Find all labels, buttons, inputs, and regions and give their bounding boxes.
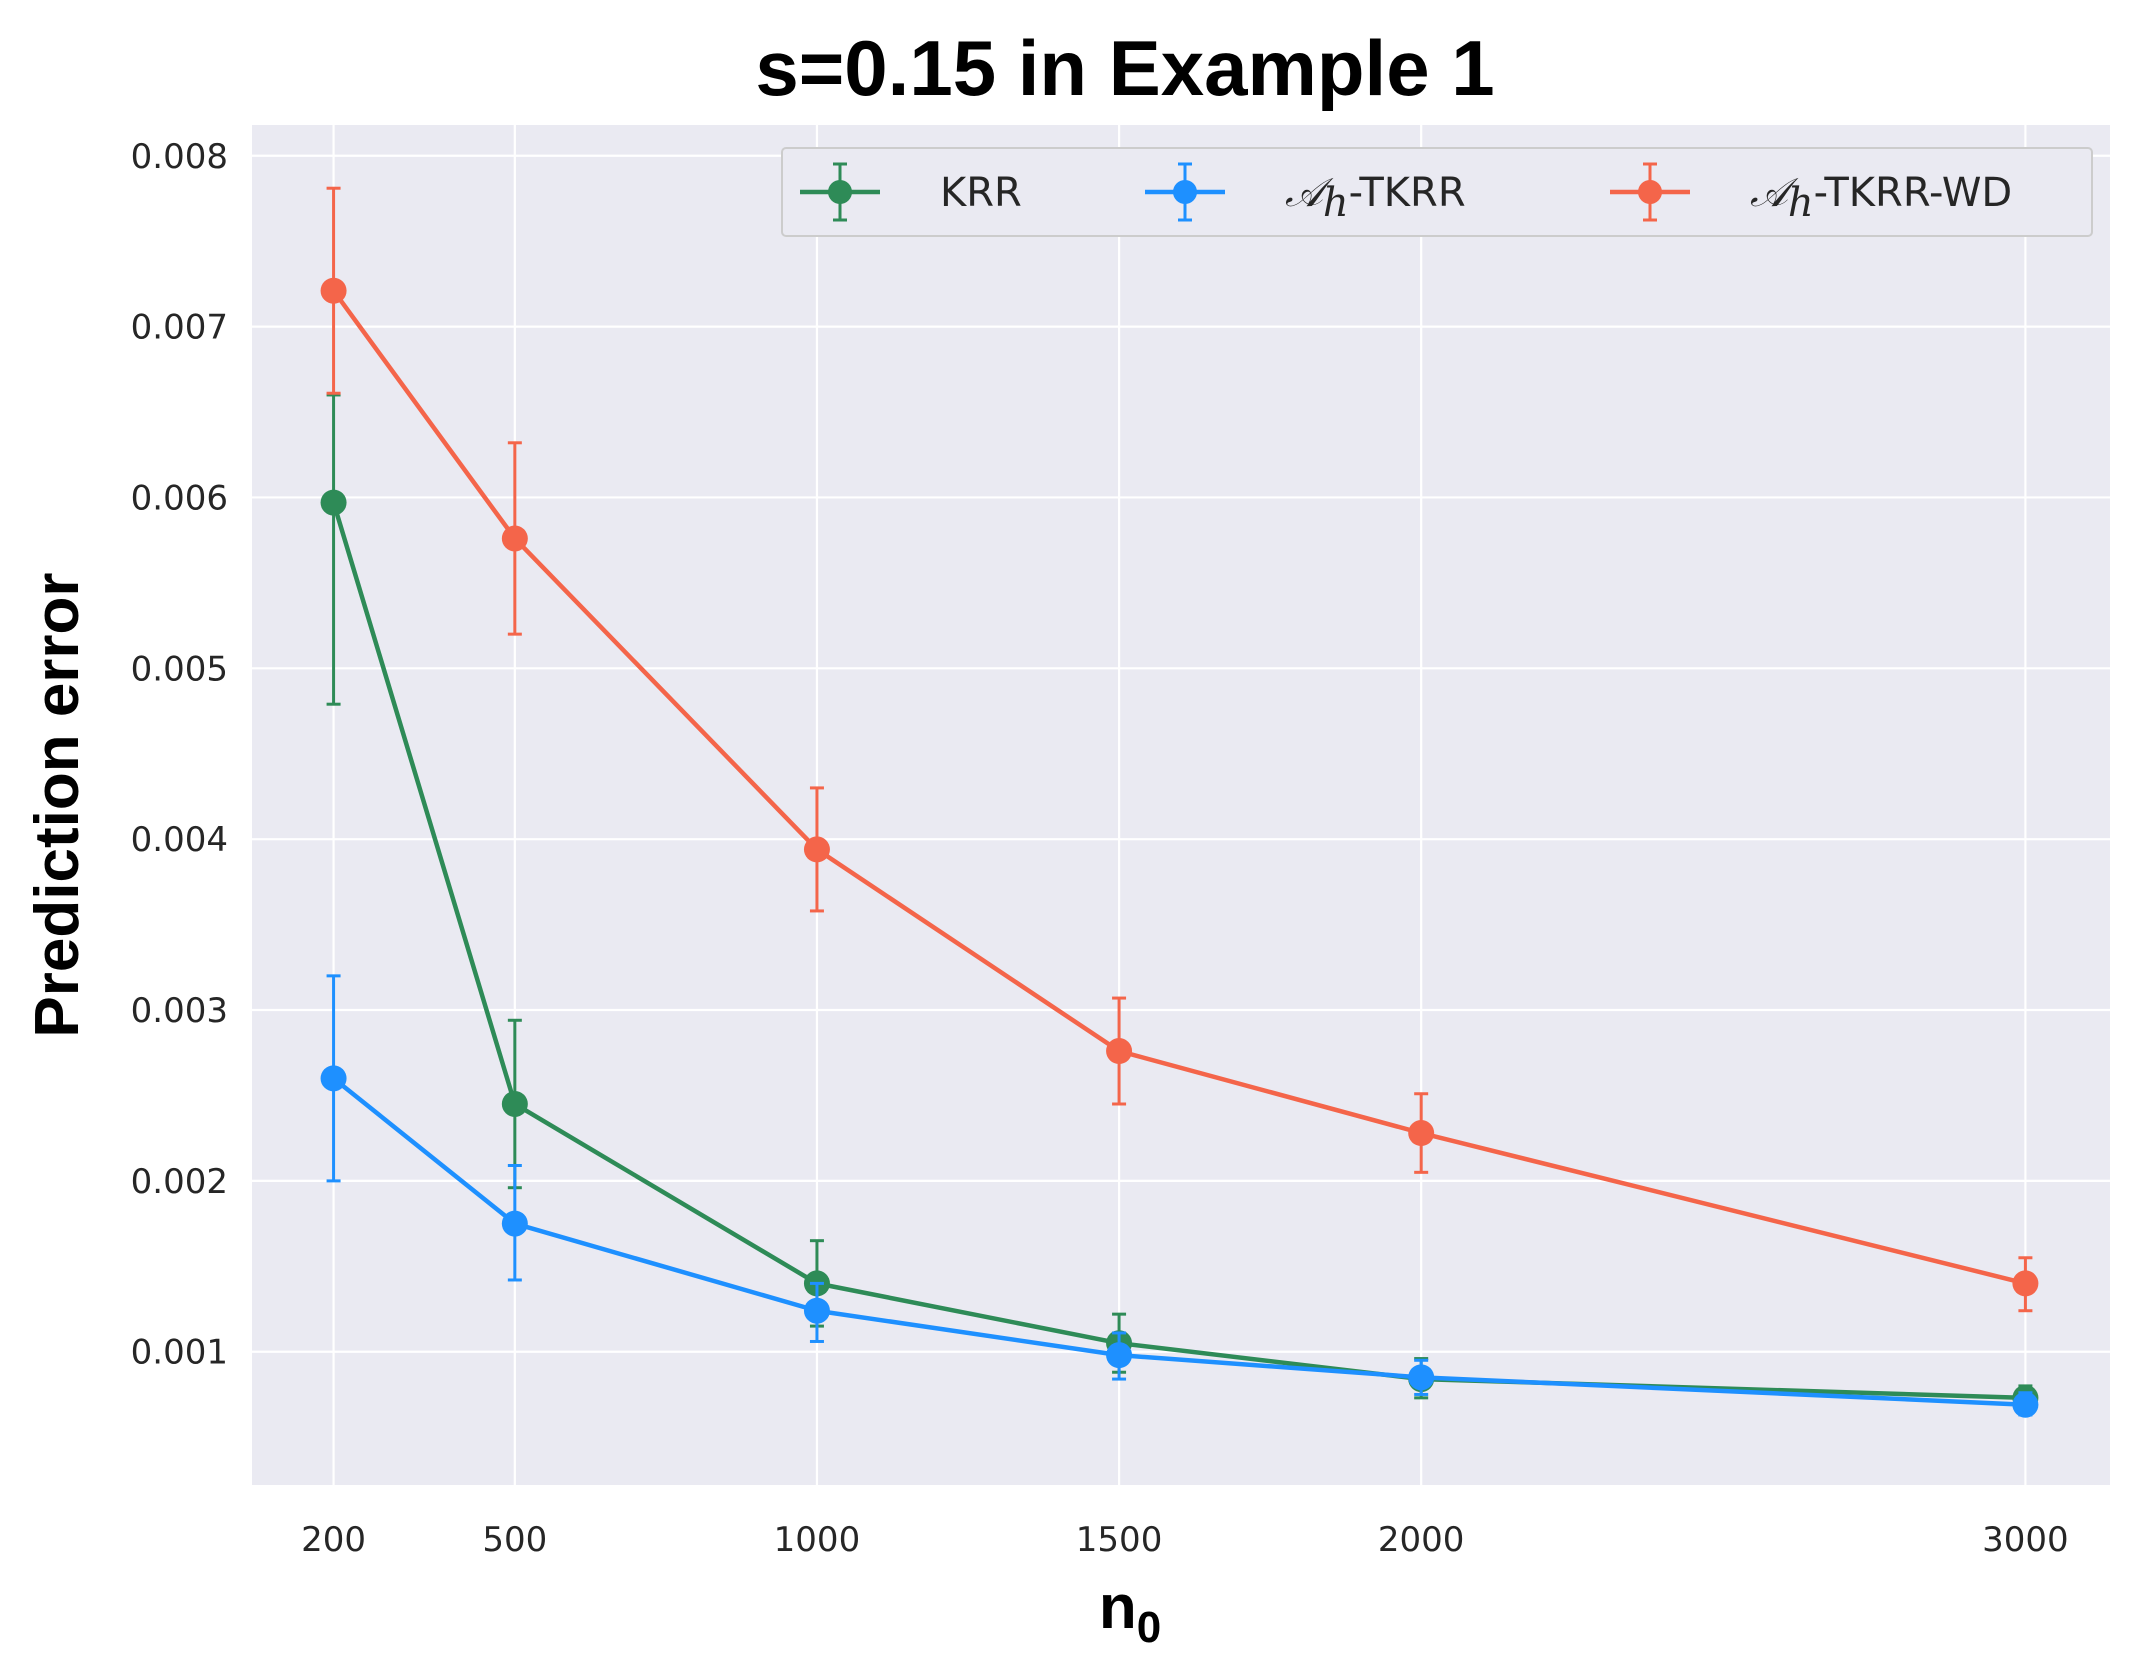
y-tick-label: 0.003: [131, 991, 228, 1031]
x-tick-labels: 200 500 1000 1500 2000 3000: [301, 1520, 2069, 1560]
data-point: [1408, 1120, 1435, 1147]
legend-label: 𝒜h-TKRR-WD: [1750, 170, 2012, 226]
legend-swatch-marker: [1173, 180, 1197, 204]
series-line: [331, 289, 2026, 1286]
y-tick-label: 0.001: [131, 1333, 228, 1373]
error-bar: [326, 393, 341, 706]
x-tick-label: 200: [301, 1520, 366, 1560]
y-axis-label: Prediction error: [23, 572, 92, 1037]
data-point: [803, 836, 830, 863]
x-tick-label: 1000: [774, 1520, 861, 1560]
data-point: [501, 1210, 528, 1237]
legend: KRR 𝒜h-TKRR 𝒜h-TKRR-WD: [781, 147, 2093, 237]
y-tick-label: 0.005: [131, 649, 228, 689]
x-tick-label: 1500: [1076, 1520, 1163, 1560]
y-tick-label: 0.007: [131, 308, 228, 348]
legend-label-text: -TKRR: [1349, 170, 1466, 216]
y-tick-label: 0.002: [131, 1162, 228, 1202]
legend-label-text: -TKRR-WD: [1814, 170, 2013, 216]
x-tick-label: 500: [482, 1520, 547, 1560]
y-tick-labels: 0.001 0.002 0.003 0.004 0.005 0.006 0.007 0.008: [131, 137, 228, 1373]
legend-label-subscript: h: [1788, 180, 1814, 226]
series-2: [320, 974, 2039, 1418]
data-point: [2012, 1270, 2039, 1297]
legend-entry-1: KRR: [800, 162, 1022, 222]
legend-frame: [781, 147, 2093, 237]
legend-swatch-marker: [828, 180, 852, 204]
chart-title: s=0.15 in Example 1: [755, 24, 1494, 112]
data-point: [320, 1065, 347, 1092]
data-point: [1106, 1342, 1133, 1369]
y-tick-label: 0.004: [131, 820, 228, 860]
series-layer: [320, 186, 2039, 1418]
x-axis-label: n0: [1099, 1573, 1161, 1652]
legend-label-subscript: h: [1323, 180, 1349, 226]
data-point: [2012, 1391, 2039, 1418]
data-point: [501, 525, 528, 552]
plot-area: [252, 125, 2110, 1485]
legend-swatch-marker: [1638, 180, 1662, 204]
series-line: [332, 1076, 2026, 1407]
x-axis-label-subscript: 0: [1137, 1603, 1161, 1652]
data-point: [501, 1090, 528, 1117]
y-tick-label: 0.006: [131, 478, 228, 518]
data-point: [320, 489, 347, 516]
series-3: [320, 186, 2039, 1313]
data-point: [1106, 1038, 1133, 1065]
x-tick-label: 2000: [1378, 1520, 1465, 1560]
x-tick-label: 3000: [1982, 1520, 2069, 1560]
data-point: [320, 277, 347, 304]
legend-label: KRR: [940, 170, 1022, 216]
data-point: [1408, 1364, 1435, 1391]
legend-entry-2: 𝒜h-TKRR: [1145, 162, 1466, 226]
x-axis-label-main: n: [1099, 1573, 1137, 1642]
legend-entry-3: 𝒜h-TKRR-WD: [1610, 162, 2012, 226]
legend-label: 𝒜h-TKRR: [1285, 170, 1466, 226]
legend-label-text: KRR: [940, 170, 1022, 216]
y-tick-label: 0.008: [131, 137, 228, 177]
data-point: [803, 1297, 830, 1324]
